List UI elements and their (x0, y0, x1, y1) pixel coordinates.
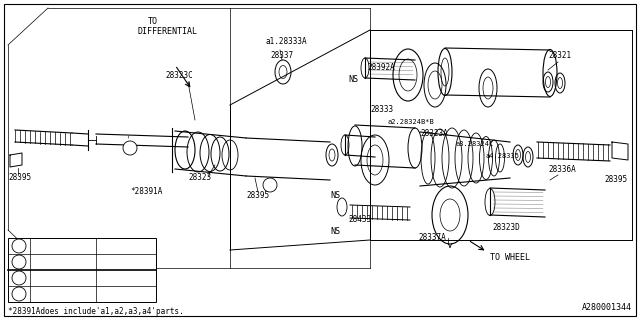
Text: TO WHEEL: TO WHEEL (490, 253, 530, 262)
Polygon shape (10, 153, 22, 167)
Text: 6MT: 6MT (99, 242, 113, 251)
Circle shape (12, 271, 26, 285)
Text: 1: 1 (17, 242, 21, 251)
Text: 28324B*A: 28324B*A (33, 274, 70, 283)
Text: 28433: 28433 (348, 215, 371, 225)
Text: 1: 1 (128, 145, 132, 151)
Text: 28321: 28321 (548, 52, 571, 60)
Text: a4.28335: a4.28335 (486, 153, 520, 159)
Text: a1.28333A: a1.28333A (265, 37, 307, 46)
Text: 6MT: 6MT (99, 274, 113, 283)
Text: 28395: 28395 (246, 190, 269, 199)
Text: NS: NS (330, 190, 340, 199)
Polygon shape (612, 142, 628, 160)
Text: 28323C: 28323C (165, 70, 193, 79)
Text: 2: 2 (268, 182, 272, 188)
Text: TO: TO (148, 18, 158, 27)
Text: 28337A: 28337A (418, 234, 445, 243)
Text: 28324A: 28324A (33, 258, 61, 267)
Text: 2: 2 (17, 290, 21, 299)
Text: *28391Adoes include'a1,a2,a3,a4'parts.: *28391Adoes include'a1,a2,a3,a4'parts. (8, 307, 184, 316)
Circle shape (12, 255, 26, 269)
Text: 28323D: 28323D (492, 223, 520, 233)
Text: 28324C: 28324C (33, 242, 61, 251)
Text: 28336A: 28336A (548, 165, 576, 174)
Text: NS: NS (330, 228, 340, 236)
Text: 2: 2 (17, 274, 21, 283)
Circle shape (263, 178, 277, 192)
Circle shape (123, 141, 137, 155)
Text: a3.28324C: a3.28324C (455, 141, 493, 147)
Text: 28323A: 28323A (420, 129, 448, 138)
Text: 28324: 28324 (33, 290, 56, 299)
Text: 28392A: 28392A (367, 63, 395, 73)
Text: 28395: 28395 (604, 175, 627, 185)
Text: NS: NS (348, 76, 358, 84)
Text: *28391A: *28391A (130, 188, 163, 196)
Text: 28337: 28337 (270, 51, 293, 60)
Text: CVT: CVT (99, 290, 113, 299)
Text: a2.28324B*B: a2.28324B*B (388, 119, 435, 125)
Text: DIFFERENTIAL: DIFFERENTIAL (138, 28, 198, 36)
Text: A280001344: A280001344 (582, 303, 632, 312)
Text: 28323: 28323 (188, 173, 211, 182)
Circle shape (12, 287, 26, 301)
Text: 1: 1 (17, 258, 21, 267)
Text: 28333: 28333 (370, 106, 393, 115)
Circle shape (12, 239, 26, 253)
Bar (8, 238, 156, 302)
Text: CVT: CVT (99, 258, 113, 267)
Text: 28395: 28395 (8, 173, 31, 182)
